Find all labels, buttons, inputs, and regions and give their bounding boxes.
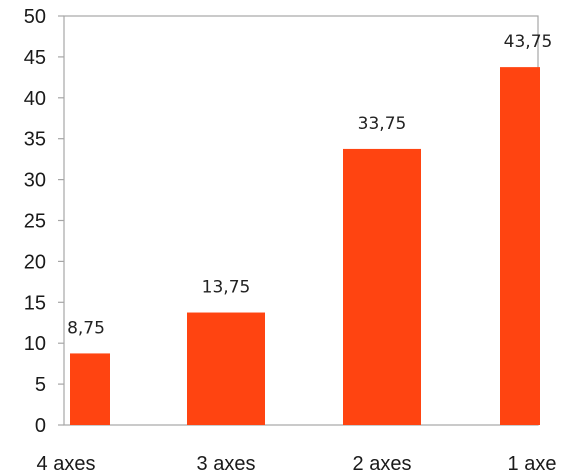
y-tick-label: 30 [24,170,46,192]
plot-area: 0 5 10 15 20 25 30 35 40 45 50 8,75 13,75 33,75 43,75 4… [24,6,557,475]
y-tick-label: 50 [24,6,46,28]
data-label: 13,75 [202,278,251,298]
x-tick-label: 3 axes [197,453,256,475]
data-label: 43,75 [504,32,553,52]
y-tick-label: 40 [24,88,46,110]
y-tick-label: 45 [24,47,46,69]
y-tick-label: 15 [24,292,46,314]
data-label: 8,75 [67,318,105,338]
bar [187,312,265,425]
y-tick-label: 5 [35,374,46,396]
y-tick-label: 10 [24,333,46,355]
plot-frame [63,15,539,426]
x-tick-label: 4 axes [37,453,96,475]
x-tick-label: 1 axe [508,453,557,475]
bar [70,353,110,425]
bar [343,148,421,426]
y-tick-label: 0 [35,415,46,437]
y-tick-label: 20 [24,251,46,273]
y-tick-label: 35 [24,129,46,151]
data-label: 33,75 [358,114,407,134]
x-tick-label: 2 axes [353,453,412,475]
bar [500,67,540,425]
y-tick-label: 25 [24,211,46,233]
